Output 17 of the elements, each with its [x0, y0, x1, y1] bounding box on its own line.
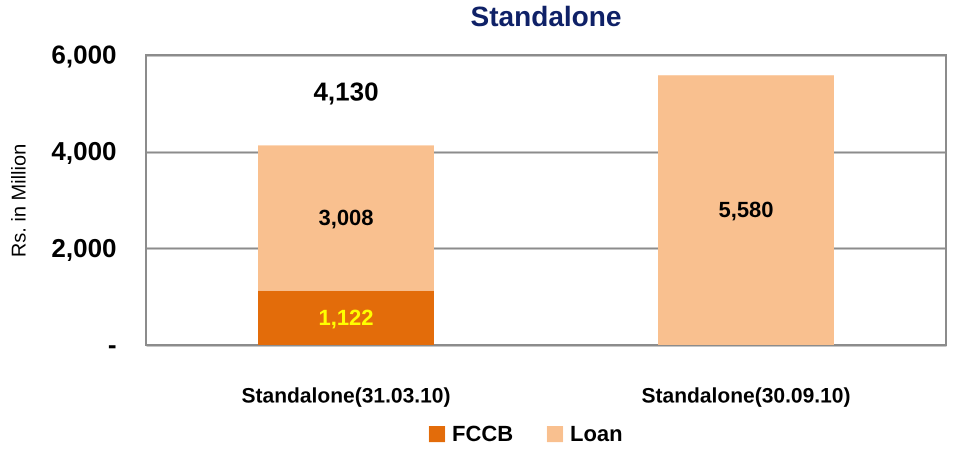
x-tick-label: Standalone(30.09.10) — [642, 384, 850, 408]
legend-label: Loan — [570, 421, 623, 446]
chart-title: Standalone — [470, 1, 622, 32]
data-label: 3,008 — [318, 205, 374, 230]
bar — [258, 290, 434, 345]
bar — [258, 145, 434, 291]
data-label: 5,580 — [718, 197, 774, 222]
y-tick-label: 6,000 — [51, 40, 116, 70]
total-label: 4,130 — [313, 76, 379, 106]
data-label: 1,122 — [318, 304, 374, 330]
legend-label: FCCB — [452, 421, 514, 446]
x-tick-label: Standalone(31.03.10) — [242, 384, 450, 408]
y-tick-label: 2,000 — [51, 232, 116, 263]
y-tick-label: - — [108, 330, 116, 360]
y-tick-label: 4,000 — [51, 136, 116, 166]
y-axis-title: Rs. in Million — [8, 144, 30, 258]
bar — [658, 75, 834, 345]
